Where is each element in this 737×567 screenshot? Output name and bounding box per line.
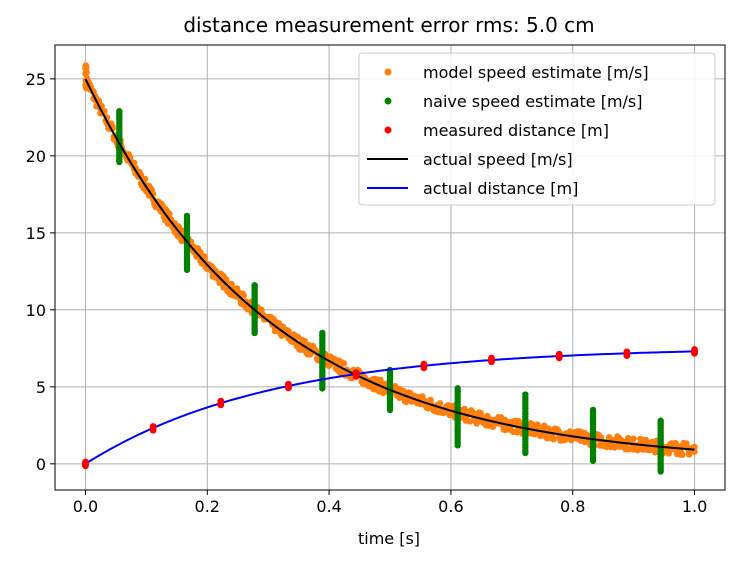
x-tick-label: 0.8 [560, 497, 585, 516]
naive-speed-point [454, 385, 461, 392]
measured-distance-point [488, 354, 495, 362]
measured-distance-point [352, 369, 360, 377]
naive-speed-point [589, 406, 597, 414]
legend-swatch [384, 97, 392, 105]
model-speed-point [240, 292, 248, 299]
x-axis-label: time [s] [358, 529, 420, 548]
actual-speed-line [84, 78, 695, 451]
measured-distance-point [691, 346, 698, 353]
model-speed-point [630, 435, 637, 442]
model-speed-point [679, 451, 686, 458]
model-speed-point [665, 450, 673, 457]
model-speed-point [436, 400, 444, 407]
y-tick-label: 25 [26, 70, 46, 89]
legend-box [358, 52, 716, 206]
y-tick-label: 10 [26, 301, 46, 320]
model-speed-point [82, 63, 89, 70]
model-speed-point [672, 439, 679, 447]
chart-title: distance measurement error rms: 5.0 cm [183, 13, 594, 37]
plot-area [82, 62, 698, 475]
naive-speed-point [319, 329, 326, 337]
x-tick-label: 1.0 [682, 497, 707, 516]
legend-swatch [384, 126, 392, 134]
y-tick-label: 5 [36, 378, 46, 397]
x-tick-label: 0.6 [438, 497, 463, 516]
model-speed-point [216, 279, 223, 287]
x-axis-ticks: 0.0 0.2 0.4 0.6 0.8 1.0 [73, 490, 707, 516]
model-speed-point [223, 276, 230, 283]
naive-speed-point [522, 391, 529, 398]
model-speed-point [340, 360, 348, 367]
measured-distance-point [420, 360, 428, 368]
legend-swatch [384, 68, 392, 76]
legend-label: model speed estimate [m/s] [423, 63, 649, 82]
model-speed-point [82, 70, 89, 77]
model-speed-point [201, 253, 208, 260]
legend: model speed estimate [m/s] naive speed es… [358, 52, 716, 206]
model-speed-point [691, 443, 698, 451]
model-speed-point [550, 436, 557, 443]
model-speed-point [228, 280, 235, 288]
measured-distance-point [82, 458, 89, 466]
axes-frame [54, 44, 726, 491]
measured-distance-point [555, 350, 563, 358]
measured-distance-point [149, 423, 157, 430]
model-speed-point [403, 398, 410, 406]
x-tick-label: 0.2 [195, 497, 220, 516]
measured-distance-series [82, 346, 698, 470]
actual-distance-line [84, 350, 695, 465]
model-speed-point [377, 376, 384, 384]
model-speed-point [141, 175, 149, 183]
model-speed-point [166, 210, 173, 217]
y-axis-ticks: 0 5 10 15 20 25 [26, 70, 55, 474]
naive-speed-point [116, 108, 123, 115]
measured-distance-point [285, 380, 292, 388]
legend-label: actual distance [m] [423, 179, 578, 198]
naive-speed-point [657, 417, 664, 424]
legend-label: measured distance [m] [423, 121, 609, 140]
y-tick-label: 15 [26, 224, 46, 243]
naive-speed-point [251, 282, 258, 289]
measured-distance-point [217, 397, 225, 405]
x-tick-label: 0.0 [73, 497, 98, 516]
y-tick-label: 0 [36, 455, 46, 474]
x-tick-label: 0.4 [316, 497, 341, 516]
legend-label: actual speed [m/s] [423, 150, 573, 169]
measured-distance-point [623, 348, 631, 356]
naive-speed-point [183, 212, 191, 220]
legend-label: naive speed estimate [m/s] [423, 92, 643, 111]
y-tick-label: 20 [26, 147, 46, 166]
model-speed-point [197, 249, 204, 256]
